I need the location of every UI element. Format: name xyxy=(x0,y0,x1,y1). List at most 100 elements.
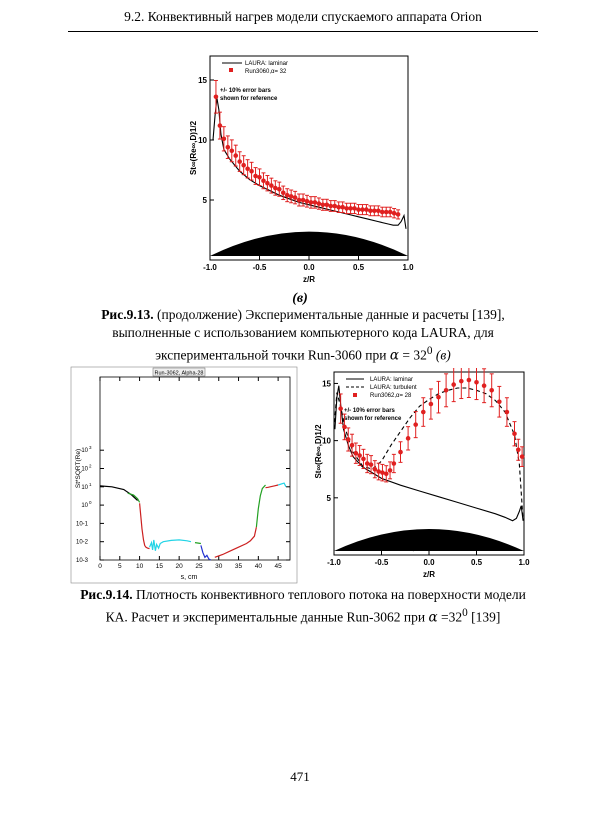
data-point xyxy=(280,190,286,196)
y-tick-label: 10-2 xyxy=(76,540,89,546)
data-point xyxy=(217,123,223,128)
x-tick-label: 25 xyxy=(195,563,203,570)
x-axis-label: z/R xyxy=(423,570,435,579)
figure-914-label: Рис.9.14. xyxy=(80,587,133,602)
figure-913-text: (продолжение) Экспериментальные данные и… xyxy=(112,307,505,363)
data-point xyxy=(360,207,365,212)
data-point xyxy=(364,207,369,212)
data-point xyxy=(348,206,353,211)
data-point xyxy=(273,185,278,191)
series-red-1 xyxy=(139,503,150,550)
data-point xyxy=(376,208,381,214)
x-tick-label: 40 xyxy=(255,563,263,570)
series-red-2 xyxy=(214,526,257,558)
data-point xyxy=(265,180,270,186)
data-point xyxy=(451,382,456,387)
y-tick-exponent: 1 xyxy=(89,482,92,487)
x-tick-label: 5 xyxy=(118,563,122,570)
laminar-line xyxy=(212,97,407,229)
legend-marker-run xyxy=(229,68,233,72)
data-point xyxy=(387,209,393,215)
legend-label-run: Run3062,α= 28 xyxy=(370,393,412,399)
data-point xyxy=(257,174,262,180)
data-point xyxy=(364,461,370,466)
data-point xyxy=(519,454,525,459)
figure-913-panel-letter: (в) xyxy=(292,291,308,306)
chart-title: Run-3062, Alpha-28 xyxy=(155,371,204,377)
data-point xyxy=(489,388,494,393)
y-tick-label: 10 xyxy=(81,448,88,454)
x-tick-label: 0.5 xyxy=(353,263,365,272)
data-point xyxy=(300,197,306,203)
data-point xyxy=(288,194,294,199)
data-point xyxy=(436,394,441,400)
data-point xyxy=(398,449,403,455)
y-tick-label: 15 xyxy=(198,76,207,85)
running-title: 9.2. Конвективный нагрев модели спускаем… xyxy=(124,9,482,24)
series-cyan-2 xyxy=(277,482,287,488)
figure-913-label: Рис.9.13. xyxy=(101,307,154,322)
legend-label-laminar: LAURA: laminar xyxy=(245,61,288,67)
figure-913-value: = 32 xyxy=(399,347,427,363)
data-point xyxy=(308,200,314,205)
data-point xyxy=(345,437,351,442)
data-point xyxy=(504,409,510,415)
data-point xyxy=(253,173,258,179)
data-point xyxy=(387,468,393,473)
annotation-reference: shown for reference xyxy=(344,416,402,422)
data-point xyxy=(376,469,381,474)
y-tick-label: 10-1 xyxy=(76,521,89,527)
y-tick-exponent: 0 xyxy=(89,500,92,505)
data-point xyxy=(277,186,282,192)
data-point xyxy=(379,209,385,215)
data-point xyxy=(368,462,374,467)
series-green-3 xyxy=(255,484,266,528)
legend-label-turbulent: LAURA: turbulent xyxy=(370,385,417,391)
data-point xyxy=(342,424,347,430)
data-point xyxy=(380,470,385,475)
figure-913-caption: Рис.9.13. (продолжение) Экспериментальны… xyxy=(68,306,538,365)
data-point xyxy=(413,422,418,427)
x-tick-label: -0.5 xyxy=(375,558,389,567)
x-tick-label: 0.0 xyxy=(423,558,435,567)
data-point xyxy=(443,388,449,393)
data-point xyxy=(304,198,310,204)
series-cyan xyxy=(148,539,192,551)
data-point xyxy=(391,461,397,466)
data-point xyxy=(284,192,290,198)
plot-frame xyxy=(333,371,525,556)
y-tick-label: 10 xyxy=(81,503,88,509)
title-box xyxy=(152,367,206,377)
data-point xyxy=(361,456,366,462)
y-tick-label: 10 xyxy=(81,467,88,473)
data-point xyxy=(269,183,274,188)
y-tick-label: 5 xyxy=(203,196,208,205)
x-tick-label: 20 xyxy=(176,563,184,570)
data-point xyxy=(497,399,502,405)
data-point xyxy=(336,204,341,210)
figure-914-sup: 0 xyxy=(462,607,468,619)
data-point xyxy=(357,453,362,458)
chart-border xyxy=(70,366,298,584)
data-point xyxy=(421,409,426,415)
data-point xyxy=(356,207,361,212)
data-point xyxy=(324,202,330,208)
y-tick-label: 10 xyxy=(198,136,207,145)
data-point xyxy=(328,203,334,209)
data-point xyxy=(512,431,517,437)
capsule-body-shape xyxy=(210,231,408,256)
x-tick-label: 0.5 xyxy=(471,558,483,567)
y-axis-label: St∞(Re∞,D)1/2 xyxy=(314,424,323,479)
series-red-3 xyxy=(265,484,279,489)
series-black xyxy=(99,485,139,501)
legend-marker-run xyxy=(353,393,357,397)
annotation-alpha: α = 32-deg. xyxy=(308,238,345,245)
data-point xyxy=(368,208,373,214)
data-point xyxy=(225,144,231,150)
legend-label-run: Run3060,α= 32 xyxy=(245,69,287,75)
annotation-reference: shown for reference xyxy=(220,96,278,102)
data-point xyxy=(213,94,219,100)
y-axis-label: St*SQRT(Re) xyxy=(75,449,82,488)
data-point xyxy=(221,136,227,142)
chart-run3062-log-svg: Run-3062, Alpha-2810-310-210-11001011021… xyxy=(70,366,298,584)
